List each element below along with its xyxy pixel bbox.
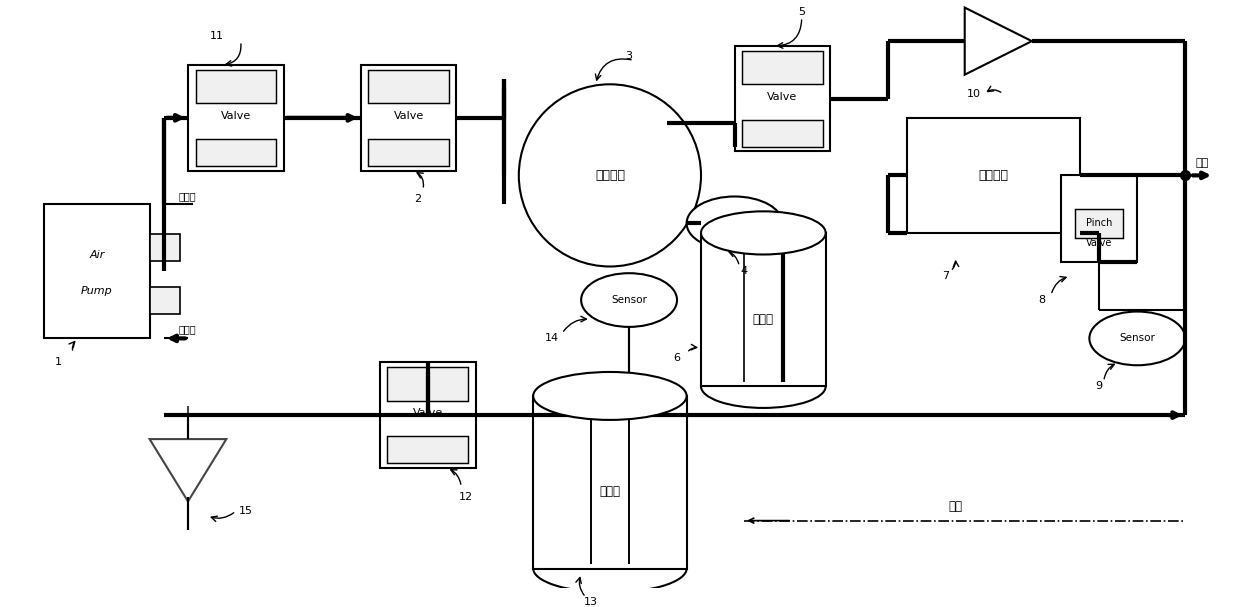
Bar — [45, 204, 150, 339]
Text: Sensor: Sensor — [611, 295, 647, 305]
Text: 储液瓶: 储液瓶 — [753, 313, 774, 326]
Bar — [188, 65, 284, 171]
Text: 排废: 排废 — [948, 500, 963, 513]
Bar — [388, 367, 468, 401]
Text: 废液瓶: 废液瓶 — [600, 486, 621, 498]
Text: 15: 15 — [239, 506, 253, 516]
Text: 进气口: 进气口 — [178, 324, 196, 334]
Text: Valve: Valve — [394, 111, 424, 121]
Ellipse shape — [686, 197, 783, 250]
Bar — [701, 233, 825, 386]
Bar — [742, 51, 823, 84]
Bar — [907, 118, 1080, 233]
Text: Valve: Valve — [1085, 237, 1113, 248]
Text: 10: 10 — [968, 89, 981, 99]
Bar — [1075, 209, 1123, 238]
Text: 13: 13 — [584, 597, 597, 607]
Bar — [380, 362, 476, 468]
Text: 6: 6 — [674, 353, 680, 362]
Text: 3: 3 — [626, 50, 633, 61]
Text: 7: 7 — [942, 271, 949, 281]
Text: Pump: Pump — [81, 287, 113, 296]
Text: 4: 4 — [741, 266, 747, 276]
Ellipse shape — [701, 211, 825, 254]
Text: 5: 5 — [798, 7, 805, 18]
Bar — [1061, 175, 1137, 262]
Text: Sensor: Sensor — [716, 219, 752, 228]
Text: 14: 14 — [545, 333, 560, 344]
Bar — [742, 120, 823, 147]
Text: 8: 8 — [1038, 295, 1044, 305]
Text: 1: 1 — [55, 358, 62, 367]
Text: Valve: Valve — [767, 92, 798, 102]
Ellipse shape — [533, 372, 686, 420]
Text: 加热装置: 加热装置 — [979, 169, 1009, 182]
Bar — [196, 139, 276, 166]
Text: 缓冲容器: 缓冲容器 — [595, 169, 624, 182]
Text: Valve: Valve — [413, 408, 442, 418]
Text: 11: 11 — [209, 32, 224, 41]
Bar — [361, 65, 456, 171]
Bar — [533, 396, 686, 569]
Text: Air: Air — [89, 250, 104, 260]
Circle shape — [519, 84, 701, 266]
Text: Valve: Valve — [221, 111, 252, 121]
Bar — [368, 70, 449, 103]
Bar — [150, 287, 181, 314]
Text: 出气口: 出气口 — [178, 191, 196, 202]
Text: 2: 2 — [415, 194, 421, 205]
Bar — [196, 70, 276, 103]
Bar — [735, 46, 830, 151]
Bar — [150, 234, 181, 260]
Text: Sensor: Sensor — [1119, 333, 1155, 344]
Ellipse shape — [581, 273, 676, 327]
Bar — [388, 436, 468, 463]
Ellipse shape — [1089, 311, 1186, 365]
Text: 9: 9 — [1095, 381, 1103, 392]
Bar — [368, 139, 449, 166]
Text: Pinch: Pinch — [1085, 219, 1113, 228]
Text: 出口: 出口 — [1196, 158, 1209, 168]
Text: 12: 12 — [458, 492, 473, 501]
